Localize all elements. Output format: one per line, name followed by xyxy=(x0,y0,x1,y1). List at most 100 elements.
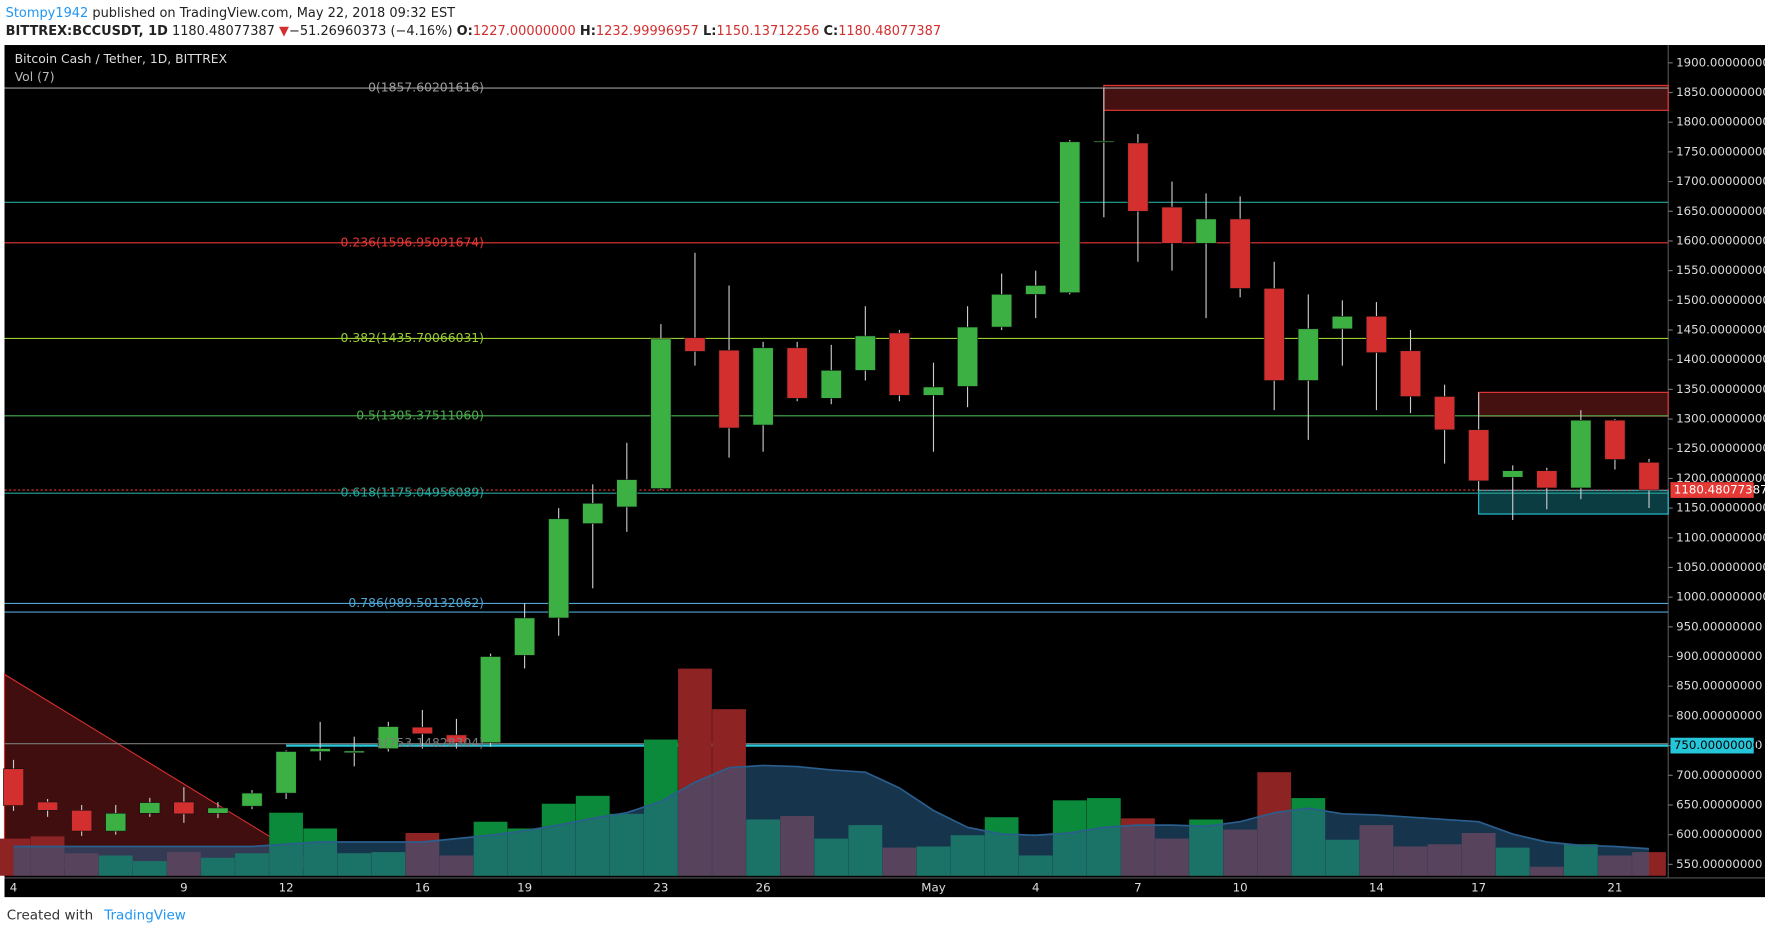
candle-body xyxy=(957,326,978,387)
y-tick-label: 950.00000000 xyxy=(1676,619,1762,633)
last-price-label: 1180.48077387 xyxy=(1674,483,1765,497)
candle-body xyxy=(888,332,910,396)
c-key: C: xyxy=(823,22,839,39)
x-tick-label: 14 xyxy=(1369,881,1384,895)
zone xyxy=(1103,84,1669,111)
x-tick-label: 26 xyxy=(756,881,771,895)
candle-body xyxy=(718,349,740,429)
o-key: O: xyxy=(456,22,473,39)
y-tick-label: 1600.00000000 xyxy=(1676,233,1765,247)
candle-body xyxy=(411,726,433,735)
x-tick-label: 19 xyxy=(517,881,532,895)
candle-body xyxy=(207,807,229,814)
h-val: 1232.99996957 xyxy=(595,22,699,39)
candle-body xyxy=(309,748,331,752)
candle-body xyxy=(1604,419,1626,460)
brand[interactable]: TradingView xyxy=(104,907,186,924)
x-tick-label: 16 xyxy=(415,881,430,895)
candle-body xyxy=(1263,288,1285,381)
chart-title: Bitcoin Cash / Tether, 1D, BITTREX xyxy=(15,52,228,66)
author[interactable]: Stompy1942 xyxy=(5,4,89,21)
candle-body xyxy=(820,370,842,399)
y-tick-label: 1750.00000000 xyxy=(1676,144,1765,158)
x-tick-label: 4 xyxy=(1032,881,1040,895)
l-key: L: xyxy=(702,22,717,39)
x-tick-label: 9 xyxy=(180,881,188,895)
y-tick-label: 550.00000000 xyxy=(1676,857,1762,871)
candle-body xyxy=(377,726,399,749)
h-key: H: xyxy=(579,22,596,39)
y-tick-label: 800.00000000 xyxy=(1676,708,1762,722)
fib-label: 0.786(989.50132062) xyxy=(348,596,484,610)
y-tick-label: 1800.00000000 xyxy=(1676,115,1765,129)
fib-label: 0.382(1435.70066031) xyxy=(341,331,485,345)
y-tick-label: 1200.00000000 xyxy=(1676,471,1765,485)
fib-label: 0.5(1305.37511060) xyxy=(356,408,484,422)
fib-label: 1(753.14828304) xyxy=(376,736,484,750)
candle-body xyxy=(991,294,1013,328)
candle-body xyxy=(275,751,297,794)
y-tick-label: 1300.00000000 xyxy=(1676,412,1765,426)
zone xyxy=(1478,489,1669,515)
price-box-label: 750.00000000 xyxy=(1674,738,1760,752)
y-tick-label: 1050.00000000 xyxy=(1676,560,1765,574)
y-tick-label: 650.00000000 xyxy=(1676,797,1762,811)
x-tick-label: 10 xyxy=(1233,881,1248,895)
candle-body xyxy=(854,335,876,371)
last-price-box xyxy=(1670,482,1754,498)
candle-body xyxy=(446,734,467,743)
candle-body xyxy=(582,503,604,524)
candle-body xyxy=(1331,316,1353,330)
candle-body xyxy=(1059,141,1081,293)
candle-body xyxy=(139,802,161,814)
x-tick-label: 23 xyxy=(653,881,668,895)
zone xyxy=(1478,391,1669,417)
y-tick-label: 1850.00000000 xyxy=(1676,85,1765,99)
x-tick-label: 7 xyxy=(1134,881,1142,895)
y-tick-label: 1000.00000000 xyxy=(1676,590,1765,604)
candle-body xyxy=(480,656,501,743)
candle-body xyxy=(650,338,672,489)
candle-body xyxy=(684,337,706,352)
x-tick-label: 12 xyxy=(279,881,294,895)
header: Stompy1942 published on TradingView.com,… xyxy=(6,3,942,39)
candle-body xyxy=(241,792,263,807)
y-tick-label: 1900.00000000 xyxy=(1676,55,1765,69)
arrow: ▼ xyxy=(279,22,290,39)
candle-body xyxy=(548,518,570,619)
y-tick-label: 1400.00000000 xyxy=(1676,352,1765,366)
created: Created with xyxy=(6,907,94,924)
volume-ma-line xyxy=(13,764,1650,850)
change: −51.26960373 (−4.16%) xyxy=(289,22,453,39)
c-val: 1180.48077387 xyxy=(838,22,942,39)
x-tick-label: 4 xyxy=(10,881,18,895)
o-val: 1227.00000000 xyxy=(472,22,576,39)
y-tick-label: 1450.00000000 xyxy=(1676,323,1765,337)
volume-title: Vol (7) xyxy=(15,70,55,84)
fib-label: 0.236(1596.95091674) xyxy=(341,235,485,249)
y-tick-label: 1500.00000000 xyxy=(1676,293,1765,307)
candle-body xyxy=(1570,419,1592,489)
published: published on TradingView.com, May 22, 20… xyxy=(88,4,456,21)
x-tick-label: 17 xyxy=(1471,881,1486,895)
y-tick-label: 1550.00000000 xyxy=(1676,263,1765,277)
y-tick-label: 1250.00000000 xyxy=(1676,441,1765,455)
candle-body xyxy=(1468,429,1490,482)
y-tick-label: 1700.00000000 xyxy=(1676,174,1765,188)
symbol: BITTREX:BCCUSDT, 1D xyxy=(5,22,168,39)
candle-body xyxy=(1229,218,1251,289)
chart-bg xyxy=(4,45,1765,898)
candle-body xyxy=(1400,350,1421,397)
candle-body xyxy=(343,750,365,754)
fib-label: 0(1857.60201616) xyxy=(368,81,484,95)
last: 1180.48077387 xyxy=(171,22,275,39)
fib-label: 0.618(1175.04956089) xyxy=(341,486,485,500)
y-tick-label: 850.00000000 xyxy=(1676,679,1762,693)
y-tick-label: 1650.00000000 xyxy=(1676,204,1765,218)
y-tick-label: 1350.00000000 xyxy=(1676,382,1765,396)
l-val: 1150.13712256 xyxy=(716,22,820,39)
x-tick-label: May xyxy=(921,881,945,895)
